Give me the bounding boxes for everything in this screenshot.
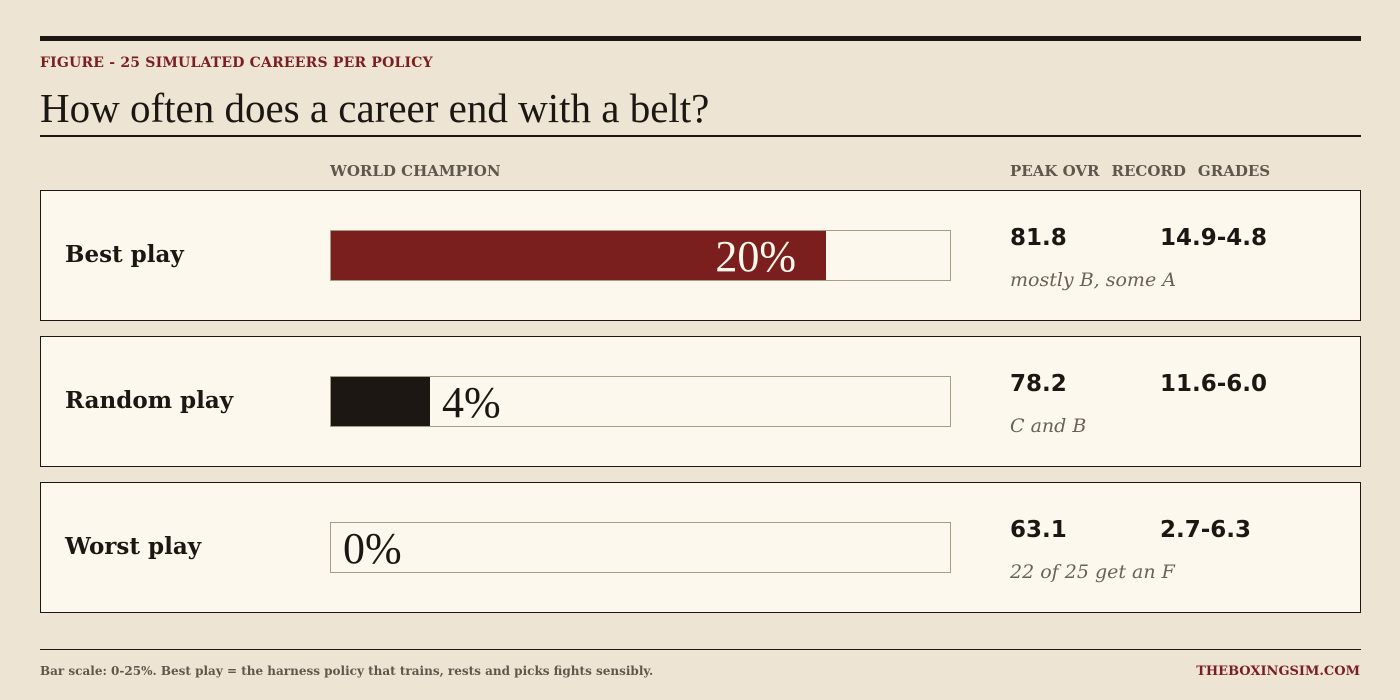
metrics-column-headers: PEAK OVR RECORD GRADES — [1010, 162, 1282, 180]
grades-value: mostly B, some A — [1010, 269, 1176, 291]
world-champion-column-header: WORLD CHAMPION — [330, 162, 501, 180]
figure-kicker: FIGURE - 25 SIMULATED CAREERS PER POLICY — [40, 55, 433, 71]
row-label: Worst play — [65, 533, 202, 560]
title-rule — [40, 135, 1361, 137]
peak-ovr-value: 63.1 — [1010, 517, 1067, 543]
peak-ovr-column-header: PEAK OVR — [1010, 162, 1100, 180]
grades-value: C and B — [1010, 415, 1087, 437]
bar-value-label: 20% — [715, 232, 796, 281]
grades-column-header: GRADES — [1197, 162, 1271, 180]
row-label: Random play — [65, 387, 234, 414]
peak-ovr-value: 78.2 — [1010, 371, 1067, 397]
row-label: Best play — [65, 241, 184, 268]
bar-track: 0% — [330, 522, 951, 573]
bar-value-label: 0% — [343, 524, 402, 573]
chart-title: How often does a career end with a belt? — [40, 85, 710, 131]
record-value: 11.6-6.0 — [1160, 371, 1268, 397]
source-credit: THEBOXINGSIM.COM — [1196, 664, 1360, 679]
record-value: 2.7-6.3 — [1160, 517, 1252, 543]
bottom-rule — [40, 649, 1361, 650]
policy-row-random: Random play 4% 78.2 11.6-6.0 C and B — [40, 336, 1361, 467]
bar-track: 4% — [330, 376, 951, 427]
peak-ovr-value: 81.8 — [1010, 225, 1067, 251]
record-value: 14.9-4.8 — [1160, 225, 1268, 251]
bar-value-label: 4% — [442, 378, 501, 427]
top-rule — [40, 36, 1361, 41]
bar-fill — [331, 377, 430, 426]
record-column-header: RECORD — [1111, 162, 1186, 180]
scale-footnote: Bar scale: 0-25%. Best play = the harnes… — [40, 664, 654, 678]
grades-value: 22 of 25 get an F — [1010, 561, 1175, 583]
bar-track: 20% — [330, 230, 951, 281]
policy-row-best: Best play 20% 81.8 14.9-4.8 mostly B, so… — [40, 190, 1361, 321]
bar-fill — [331, 231, 826, 280]
policy-row-worst: Worst play 0% 63.1 2.7-6.3 22 of 25 get … — [40, 482, 1361, 613]
